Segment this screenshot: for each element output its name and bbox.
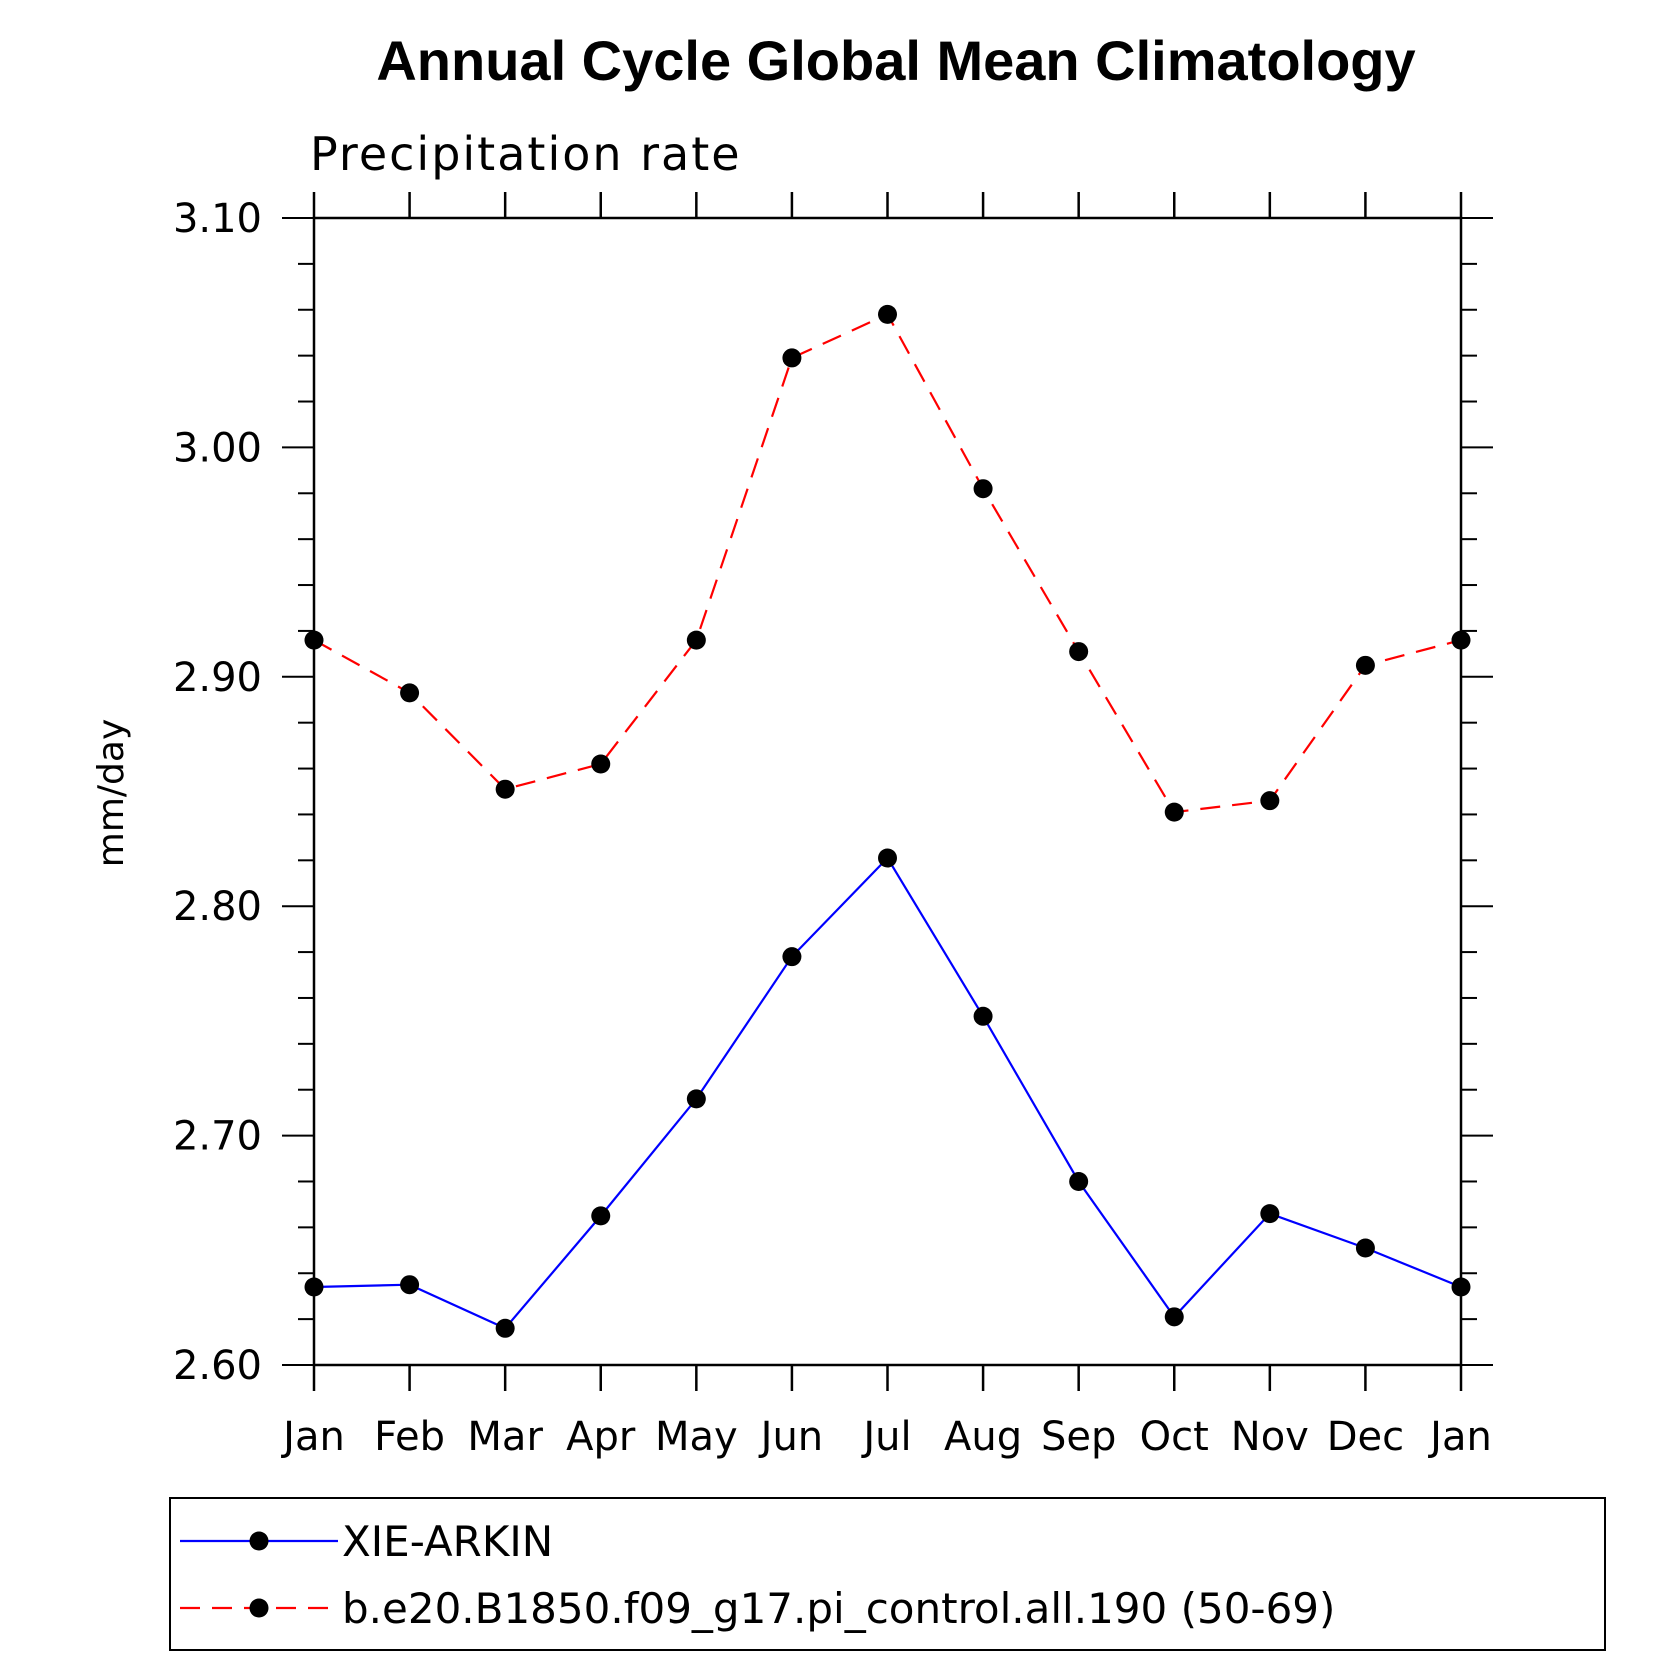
y-axis-label: mm/day (91, 719, 132, 867)
legend-marker-2 (249, 1598, 269, 1618)
x-tick-label: Oct (1140, 1414, 1209, 1460)
data-point (1355, 655, 1375, 675)
x-tick-label: Jul (860, 1414, 911, 1460)
data-point (1069, 1171, 1089, 1191)
data-point (591, 1206, 611, 1226)
data-point (878, 304, 897, 324)
data-point (495, 1318, 515, 1338)
legend-label-2: b.e20.B1850.f09_g17.pi_control.all.190 (… (342, 1584, 1335, 1633)
chart-title: Annual Cycle Global Mean Climatology (376, 29, 1415, 92)
y-tick-label: 3.10 (173, 196, 262, 242)
data-point (973, 479, 993, 499)
plot-axes (312, 216, 1463, 1367)
data-point (686, 630, 706, 650)
data-point (495, 779, 515, 799)
legend-box (169, 1497, 1606, 1651)
legend-entries: XIE-ARKIN b.e20.B1850.f09_g17.pi_control.… (180, 1517, 1335, 1633)
data-point (973, 1006, 993, 1026)
data-point (1260, 791, 1280, 811)
data-point (782, 947, 802, 967)
data-point (686, 1089, 706, 1109)
data-point (1164, 1307, 1184, 1327)
legend: XIE-ARKIN b.e20.B1850.f09_g17.pi_control.… (169, 1497, 1606, 1651)
legend-marker-1 (249, 1531, 269, 1551)
data-point (304, 630, 324, 650)
legend-label-1: XIE-ARKIN (342, 1517, 553, 1566)
x-tick-label: Feb (374, 1414, 445, 1460)
data-point (782, 348, 802, 368)
x-tick-label: Dec (1327, 1414, 1404, 1460)
chart-subtitle: Precipitation rate (310, 127, 742, 181)
x-tick-label: Jan (1427, 1414, 1492, 1460)
data-point (400, 683, 420, 703)
data-point (878, 848, 897, 868)
x-tick-label: Jan (280, 1414, 345, 1460)
data-point (304, 1277, 324, 1297)
y-tick-label: 2.60 (173, 1343, 262, 1389)
x-tick-label: Mar (467, 1414, 543, 1460)
plot-frame (312, 216, 1463, 1367)
y-tick-label: 2.90 (173, 655, 262, 701)
data-point (591, 754, 611, 774)
y-tick-label: 3.00 (173, 425, 262, 471)
y-tick-label: 2.70 (173, 1114, 262, 1160)
data-point (1069, 642, 1089, 662)
data-point (1451, 630, 1471, 650)
x-tick-label: Jun (758, 1414, 824, 1460)
series-line-1 (313, 856, 1462, 1330)
series-layer (304, 304, 1471, 1338)
x-tick-label: Apr (566, 1414, 636, 1460)
x-tick-label: Nov (1231, 1414, 1309, 1460)
y-tick-label: 2.80 (173, 884, 262, 930)
data-point (1355, 1238, 1375, 1258)
x-tick-label: Sep (1041, 1414, 1116, 1460)
data-point (1164, 802, 1184, 822)
data-point (1260, 1204, 1280, 1224)
x-axis-ticks: Jan Feb Mar Apr May Jun Jul Aug Sep Oct Nov Dec Jan (280, 192, 1492, 1460)
x-tick-label: Aug (944, 1414, 1022, 1460)
data-point (1451, 1277, 1471, 1297)
series-line-2 (313, 312, 1462, 814)
y-axis-ticks: 2.60 2.70 2.80 2.90 3.00 3.10 (173, 196, 1493, 1389)
data-point (400, 1275, 420, 1295)
x-tick-label: May (655, 1414, 738, 1460)
